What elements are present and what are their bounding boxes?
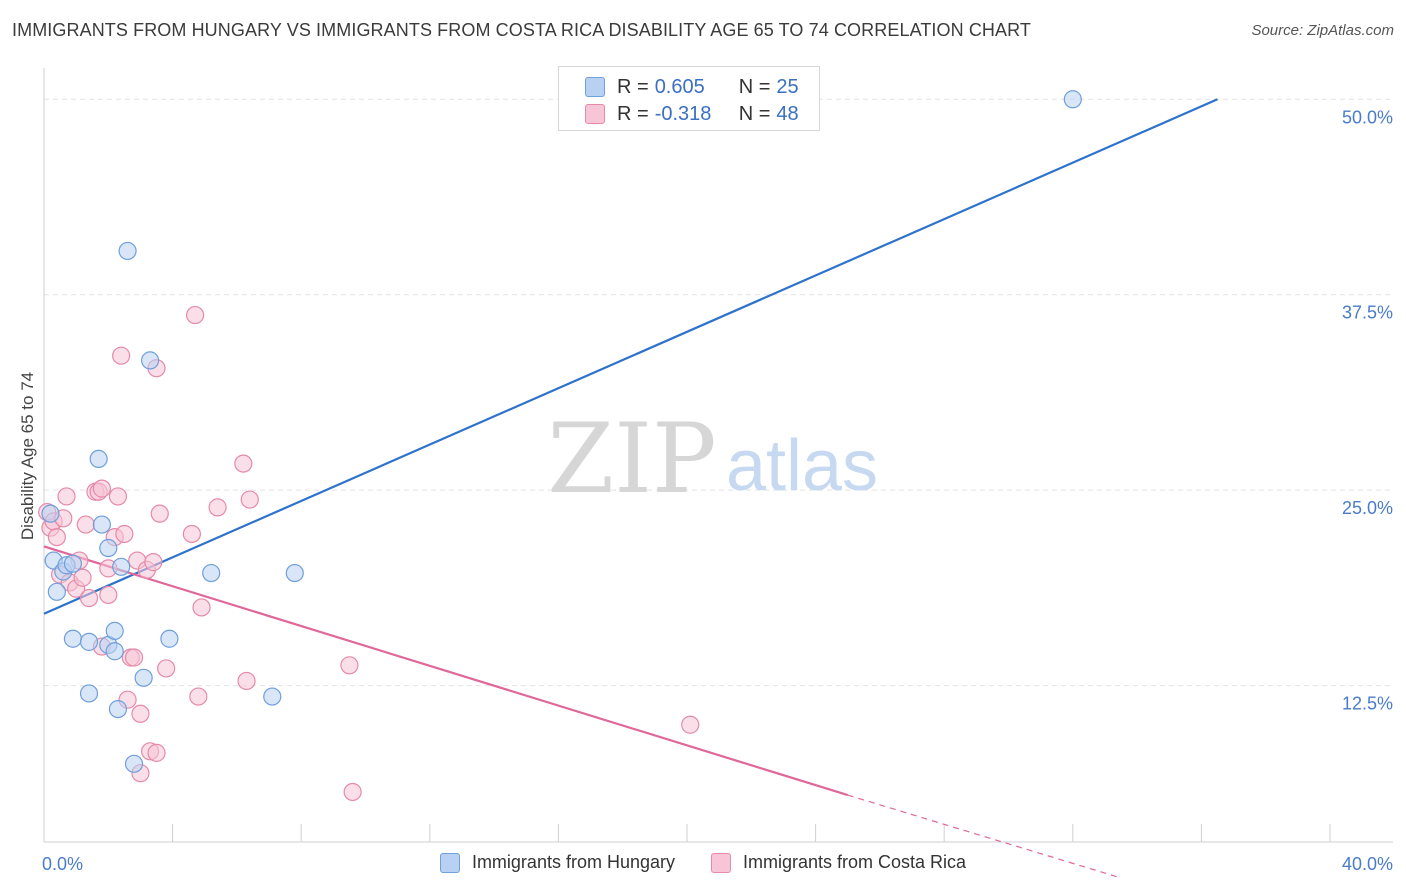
y-tick-label: 37.5% — [1342, 303, 1393, 323]
stats-legend: R = 0.605 N = 25 R = -0.318 N = 48 — [558, 66, 820, 131]
axes — [43, 68, 1393, 843]
series-legend-hungary: Immigrants from Hungary — [439, 852, 675, 873]
point-costarica — [208, 498, 227, 517]
point-hungary — [79, 684, 99, 703]
point-hungary — [47, 582, 66, 601]
point-costarica — [76, 515, 95, 534]
point-hungary — [63, 554, 83, 573]
point-costarica — [681, 715, 700, 734]
point-hungary — [108, 699, 128, 719]
legend-swatch-costarica — [585, 104, 605, 124]
point-hungary — [89, 449, 108, 469]
trend-line-hungary — [43, 98, 1218, 615]
point-hungary — [92, 515, 111, 534]
data-points — [38, 90, 1082, 802]
point-costarica — [108, 487, 128, 506]
y-tick-labels: 12.5% 25.0% 37.5% 50.0% — [1342, 107, 1393, 713]
point-hungary — [63, 629, 83, 648]
legend-n-value: 25 — [776, 75, 799, 98]
point-hungary — [105, 642, 124, 661]
series-label-hungary: Immigrants from Hungary — [471, 852, 675, 872]
point-costarica — [131, 704, 150, 723]
legend-n-value: 48 — [776, 102, 799, 125]
point-costarica — [182, 524, 201, 544]
point-costarica — [157, 659, 176, 678]
point-hungary — [160, 629, 179, 648]
point-hungary — [1063, 90, 1082, 109]
source-label: Source: ZipAtlas.com — [1251, 22, 1394, 39]
watermark-zip: ZIP — [547, 403, 716, 515]
point-costarica — [147, 743, 166, 762]
point-costarica — [79, 588, 99, 608]
legend-n-label: N = — [738, 102, 771, 125]
legend-n-label: N = — [738, 75, 771, 98]
point-hungary — [285, 563, 304, 583]
legend-swatch-hungary — [585, 77, 605, 97]
point-costarica — [99, 585, 118, 605]
point-hungary — [202, 563, 221, 583]
series-legend-costarica: Immigrants from Costa Rica — [711, 852, 966, 873]
point-hungary — [99, 538, 118, 558]
legend-r-label: R = — [617, 102, 649, 125]
point-hungary — [112, 557, 131, 576]
watermark-atlas: atlas — [726, 426, 878, 506]
trend-line-costarica — [43, 545, 849, 797]
point-costarica — [343, 782, 362, 802]
legend-r-label: R = — [617, 75, 649, 98]
legend-row-hungary: R = 0.605 N = 25 — [585, 74, 846, 100]
grid-lines — [44, 98, 1393, 687]
point-costarica — [150, 504, 169, 523]
point-costarica — [124, 648, 144, 667]
point-costarica — [189, 687, 208, 706]
trend-lines — [43, 98, 1218, 879]
point-costarica — [240, 490, 259, 509]
point-hungary — [118, 241, 137, 261]
point-hungary — [140, 351, 160, 370]
trend-line-costarica-extension — [847, 794, 1122, 879]
series-swatch-hungary — [439, 852, 460, 873]
y-axis-label: Disability Age 65 to 74 — [18, 372, 37, 540]
point-costarica — [186, 305, 205, 325]
series-label-costarica: Immigrants from Costa Rica — [743, 852, 967, 872]
series-swatch-costarica — [711, 852, 731, 873]
y-tick-label: 25.0% — [1342, 498, 1393, 518]
watermark: ZIP atlas — [547, 403, 878, 515]
point-hungary — [134, 668, 153, 687]
point-hungary — [41, 504, 60, 523]
y-tick-label: 50.0% — [1342, 107, 1393, 127]
legend-r-value: 0.605 — [654, 75, 705, 98]
point-costarica — [112, 346, 131, 365]
y-tick-label: 12.5% — [1342, 694, 1393, 714]
series-legend: Immigrants from Hungary Immigrants from … — [0, 852, 1406, 873]
point-costarica — [92, 479, 111, 498]
chart-title: IMMIGRANTS FROM HUNGARY VS IMMIGRANTS FR… — [12, 20, 1032, 40]
point-costarica — [192, 598, 211, 617]
x-tick-label-min: 0.0% — [42, 854, 83, 874]
point-costarica — [234, 454, 253, 473]
point-costarica — [237, 671, 256, 691]
point-costarica — [57, 487, 76, 506]
point-costarica — [340, 656, 359, 675]
point-costarica — [47, 527, 66, 547]
point-hungary — [124, 754, 144, 773]
point-costarica — [73, 568, 92, 587]
point-hungary — [79, 632, 99, 651]
x-tick-label-max: 40.0% — [1342, 854, 1393, 874]
legend-row-costarica: R = -0.318 N = 48 — [585, 101, 846, 127]
point-hungary — [105, 621, 124, 641]
point-costarica — [115, 524, 134, 544]
point-costarica — [144, 553, 163, 572]
point-hungary — [263, 687, 282, 706]
legend-r-value: -0.318 — [654, 102, 712, 125]
